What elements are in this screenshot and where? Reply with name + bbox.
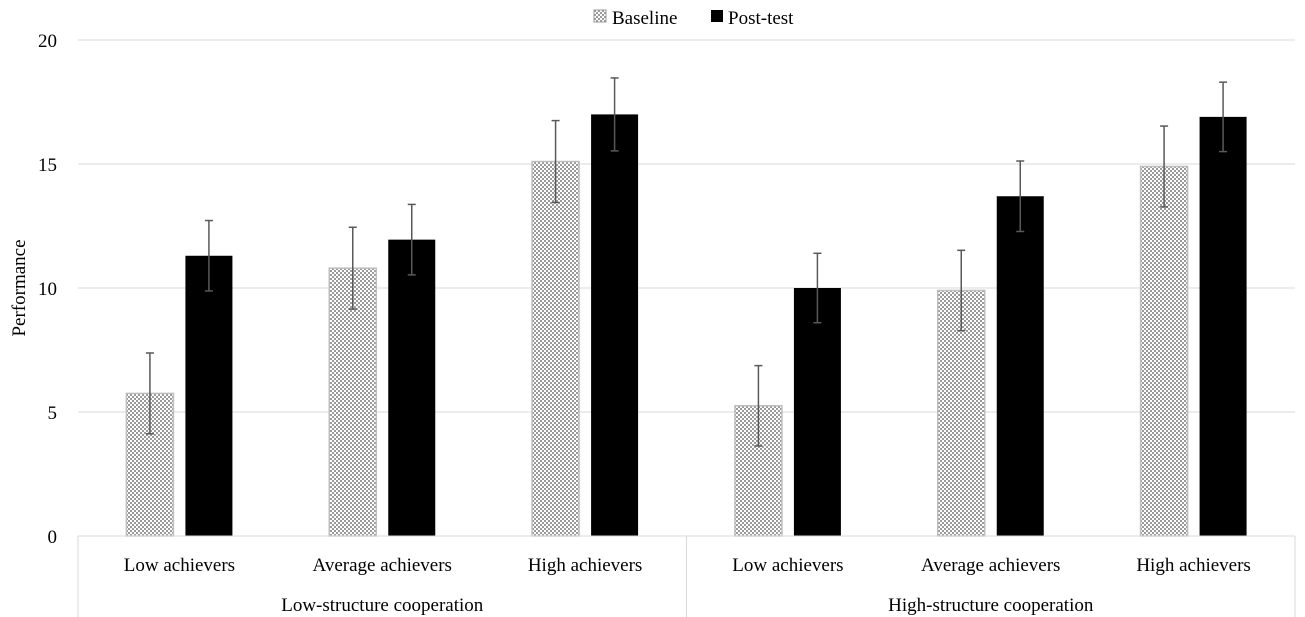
y-axis-label: Performance bbox=[9, 239, 30, 336]
y-tick-label: 0 bbox=[48, 527, 58, 548]
x-axis: Low achievers Average achievers High achie… bbox=[77, 535, 1296, 617]
y-tick-label: 5 bbox=[48, 403, 58, 424]
y-tick-labels: 0 5 10 15 20 bbox=[38, 31, 57, 548]
bars bbox=[125, 114, 1247, 537]
error-bar bbox=[957, 249, 966, 332]
x-category-label: Low achievers bbox=[732, 555, 843, 576]
error-bar bbox=[1160, 125, 1169, 208]
bar-post-test bbox=[1199, 116, 1247, 536]
error-bar bbox=[813, 252, 822, 324]
bar-post-test bbox=[388, 239, 436, 536]
bar-post-test bbox=[996, 196, 1044, 537]
bar-baseline bbox=[531, 160, 580, 537]
legend-swatch-baseline bbox=[593, 9, 607, 23]
bar-post-test bbox=[591, 114, 639, 537]
gridlines bbox=[78, 39, 1295, 413]
error-bar bbox=[145, 352, 154, 435]
error-bar bbox=[348, 226, 357, 310]
error-bar bbox=[1016, 160, 1025, 233]
x-group-label: Low-structure cooperation bbox=[281, 595, 484, 616]
error-bar bbox=[204, 219, 213, 292]
error-bar bbox=[551, 119, 560, 204]
bar-post-test bbox=[793, 288, 841, 536]
legend: Baseline Post-test bbox=[593, 8, 794, 29]
error-bar bbox=[407, 203, 416, 276]
legend-swatch-post-test bbox=[711, 10, 723, 22]
x-category-label: High achievers bbox=[1136, 555, 1250, 576]
x-category-label: Average achievers bbox=[921, 555, 1060, 576]
x-group-label: High-structure cooperation bbox=[888, 595, 1094, 616]
bar-post-test bbox=[185, 255, 233, 536]
error-bar bbox=[754, 364, 763, 447]
error-bar bbox=[610, 77, 619, 152]
y-tick-label: 10 bbox=[38, 279, 57, 300]
legend-label-post-test: Post-test bbox=[728, 8, 794, 29]
x-category-label: High achievers bbox=[528, 555, 642, 576]
y-tick-label: 15 bbox=[38, 155, 57, 176]
x-category-label: Low achievers bbox=[124, 555, 235, 576]
legend-label-baseline: Baseline bbox=[612, 8, 677, 29]
y-tick-label: 20 bbox=[38, 31, 57, 52]
bar-baseline bbox=[1139, 165, 1189, 537]
error-bars bbox=[145, 77, 1228, 447]
error-bar bbox=[1219, 81, 1228, 153]
x-category-label: Average achievers bbox=[313, 555, 452, 576]
